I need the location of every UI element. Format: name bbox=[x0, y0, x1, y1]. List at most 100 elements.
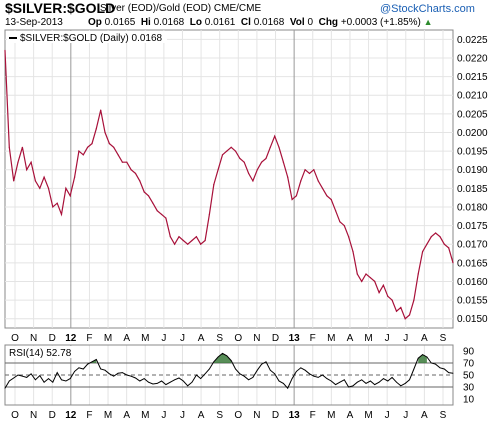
rsi-point bbox=[230, 360, 232, 361]
rsi-point bbox=[95, 359, 97, 360]
rsi-point bbox=[56, 372, 58, 373]
price-point bbox=[187, 243, 189, 245]
rsi-x-month-label: S bbox=[440, 410, 447, 421]
price-y-tick-label: 0.0225 bbox=[457, 35, 488, 46]
price-point bbox=[60, 213, 63, 215]
rsi-point bbox=[52, 381, 54, 383]
price-point bbox=[265, 157, 267, 160]
stockcharts-logo[interactable]: @StockCharts.com bbox=[380, 3, 475, 15]
rsi-point bbox=[204, 373, 206, 375]
rsi-point bbox=[209, 368, 210, 370]
rsi-point bbox=[35, 379, 36, 381]
rsi-point bbox=[187, 385, 189, 387]
price-point bbox=[200, 243, 202, 245]
price-point bbox=[126, 161, 128, 163]
price-point bbox=[452, 262, 454, 264]
price-point bbox=[269, 146, 271, 148]
rsi-point bbox=[148, 381, 149, 383]
price-y-tick-label: 0.0215 bbox=[457, 72, 488, 83]
price-panel-frame bbox=[4, 29, 454, 329]
price-point bbox=[339, 221, 341, 223]
price-point bbox=[52, 206, 54, 208]
price-point bbox=[182, 239, 184, 242]
rsi-point bbox=[74, 371, 75, 372]
price-point bbox=[152, 202, 154, 204]
price-point bbox=[43, 176, 45, 178]
price-point bbox=[161, 213, 163, 215]
price-point bbox=[282, 161, 284, 163]
x-month-label: F bbox=[86, 333, 92, 344]
x-month-label: M bbox=[327, 333, 335, 344]
rsi-y-tick-label: 50 bbox=[463, 371, 475, 382]
price-point bbox=[248, 172, 250, 174]
price-point bbox=[439, 236, 441, 238]
rsi-point bbox=[330, 380, 332, 382]
low-label: Lo bbox=[189, 17, 202, 28]
rsi-point bbox=[448, 372, 450, 373]
price-point bbox=[47, 187, 50, 189]
rsi-point bbox=[39, 375, 41, 376]
rsi-point bbox=[269, 369, 271, 371]
rsi-point bbox=[248, 379, 250, 381]
price-point bbox=[348, 236, 350, 238]
price-point bbox=[8, 146, 10, 148]
rsi-point bbox=[122, 372, 123, 373]
rsi-point bbox=[130, 375, 132, 377]
rsi-point bbox=[165, 384, 167, 385]
price-point bbox=[65, 187, 67, 189]
price-point bbox=[435, 232, 437, 234]
rsi-point bbox=[283, 383, 284, 384]
x-month-label: A bbox=[198, 333, 205, 344]
x-month-label: J bbox=[403, 333, 408, 344]
price-panel: 0.0225 0.0220 0.0215 0.0210 0.0205 0.0200 0.01… bbox=[4, 29, 488, 421]
rsi-point bbox=[91, 361, 93, 363]
rsi-point bbox=[304, 369, 306, 371]
x-month-label: D bbox=[49, 333, 56, 344]
price-point bbox=[165, 217, 167, 219]
price-point bbox=[369, 277, 371, 279]
price-point bbox=[21, 146, 23, 148]
rsi-point bbox=[352, 385, 354, 387]
price-point bbox=[13, 180, 15, 182]
rsi-point bbox=[161, 380, 163, 382]
price-point bbox=[17, 161, 19, 163]
rsi-series-line bbox=[4, 352, 454, 390]
price-y-tick-label: 0.0220 bbox=[457, 53, 488, 64]
rsi-point bbox=[422, 354, 423, 355]
rsi-point bbox=[287, 387, 289, 389]
x-month-label: J bbox=[161, 333, 166, 344]
rsi-y-tick-label: 70 bbox=[463, 359, 475, 370]
rsi-x-month-label: 12 bbox=[65, 410, 77, 421]
price-point bbox=[356, 273, 358, 275]
rsi-point bbox=[430, 362, 432, 364]
rsi-point bbox=[426, 356, 428, 358]
price-y-tick-label: 0.0195 bbox=[457, 147, 488, 158]
rsi-point bbox=[256, 369, 258, 371]
price-point bbox=[278, 146, 280, 148]
rsi-point bbox=[378, 381, 380, 383]
x-month-label: J bbox=[180, 333, 185, 344]
rsi-x-month-label: D bbox=[272, 410, 279, 421]
price-point bbox=[156, 210, 158, 212]
rsi-point bbox=[274, 373, 276, 375]
price-point bbox=[91, 143, 93, 145]
rsi-point bbox=[178, 377, 180, 379]
price-y-tick-label: 0.0175 bbox=[457, 221, 488, 232]
price-point bbox=[117, 154, 119, 156]
rsi-x-month-label: O bbox=[234, 410, 242, 421]
price-point bbox=[448, 247, 450, 249]
price-point bbox=[321, 187, 324, 189]
x-month-label: S bbox=[216, 333, 223, 344]
rsi-x-month-label: J bbox=[180, 410, 185, 421]
rsi-point bbox=[113, 375, 115, 377]
rsi-point bbox=[443, 368, 445, 370]
price-point bbox=[34, 180, 37, 182]
rsi-point bbox=[322, 374, 323, 376]
price-point bbox=[191, 239, 193, 242]
rsi-legend-bg bbox=[7, 346, 87, 358]
rsi-point bbox=[222, 353, 223, 354]
rsi-point bbox=[26, 377, 28, 378]
price-point bbox=[378, 292, 380, 294]
x-month-label: M bbox=[104, 333, 112, 344]
price-point bbox=[213, 184, 215, 186]
